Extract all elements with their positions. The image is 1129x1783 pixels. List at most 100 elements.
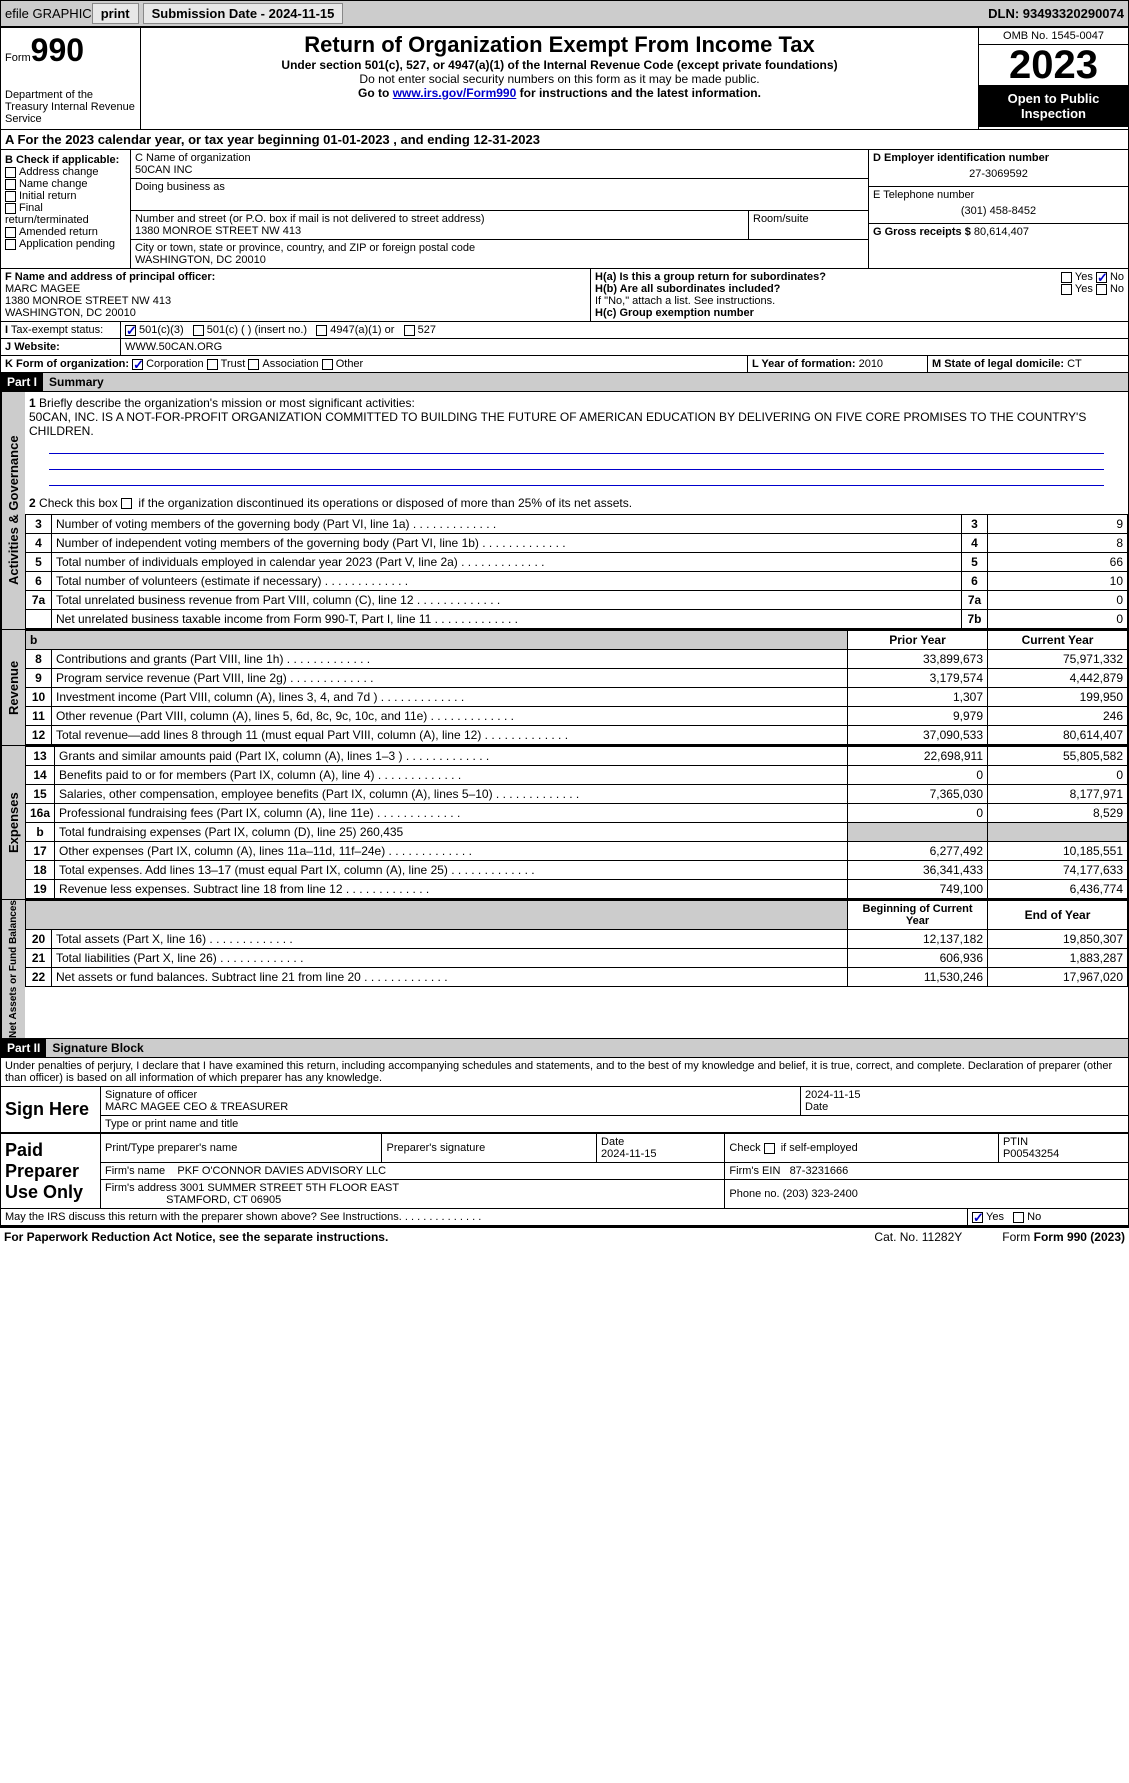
- preparer-name-label: Print/Type preparer's name: [101, 1134, 382, 1163]
- phone-label: E Telephone number: [873, 189, 1124, 201]
- other-checkbox[interactable]: [322, 359, 333, 370]
- form-footer: Form Form 990 (2023): [1002, 1230, 1125, 1244]
- line2-text: Check this box if the organization disco…: [39, 496, 632, 510]
- org-name-label: C Name of organization: [135, 152, 864, 164]
- hb-note: If "No," attach a list. See instructions…: [595, 295, 1124, 307]
- col-b: B Check if applicable: Address change Na…: [1, 150, 131, 268]
- preparer-sig-label: Preparer's signature: [382, 1134, 597, 1163]
- dln-label: DLN: 93493320290074: [988, 6, 1124, 21]
- officer-label: F Name and address of principal officer:: [5, 271, 586, 283]
- form-990-box: Form990 Department of the Treasury Inter…: [1, 28, 141, 129]
- part-i-title: Summary: [43, 373, 1128, 391]
- ha-yes-checkbox[interactable]: [1061, 272, 1072, 283]
- efile-label: efile GRAPHIC: [5, 6, 92, 21]
- hc-label: H(c) Group exemption number: [595, 307, 1124, 319]
- row-fh: F Name and address of principal officer:…: [0, 269, 1129, 322]
- form-header: Form990 Department of the Treasury Inter…: [0, 27, 1129, 130]
- goto-post: for instructions and the latest informat…: [516, 86, 761, 100]
- netassets-table: Beginning of Current YearEnd of Year20To…: [25, 900, 1128, 987]
- signature-table: Sign Here Signature of officer MARC MAGE…: [0, 1086, 1129, 1133]
- top-bar: efile GRAPHIC print Submission Date - 20…: [0, 0, 1129, 27]
- ein-label: D Employer identification number: [873, 152, 1124, 164]
- phone-value: (301) 458-8452: [873, 201, 1124, 221]
- irs-link[interactable]: www.irs.gov/Form990: [393, 86, 517, 100]
- open-inspection: Open to Public Inspection: [979, 85, 1128, 127]
- form-title: Return of Organization Exempt From Incom…: [149, 32, 970, 58]
- 501c-checkbox[interactable]: [193, 325, 204, 336]
- addr-label: Number and street (or P.O. box if mail i…: [135, 213, 744, 225]
- discuss-yes-checkbox[interactable]: [972, 1212, 983, 1223]
- part-ii-label: Part II: [1, 1039, 46, 1057]
- app-pending-checkbox[interactable]: [5, 239, 16, 250]
- footer: For Paperwork Reduction Act Notice, see …: [0, 1226, 1129, 1246]
- hb-yes-checkbox[interactable]: [1061, 284, 1072, 295]
- gov-table: 3Number of voting members of the governi…: [25, 514, 1128, 629]
- city-label: City or town, state or province, country…: [135, 242, 864, 254]
- sig-officer-label: Signature of officer: [105, 1089, 796, 1101]
- col-c: C Name of organization 50CAN INC Doing b…: [131, 150, 868, 268]
- perjury-text: Under penalties of perjury, I declare th…: [0, 1058, 1129, 1086]
- goto-pre: Go to: [358, 86, 393, 100]
- section-bcd: B Check if applicable: Address change Na…: [0, 150, 1129, 269]
- ha-no-checkbox[interactable]: [1096, 272, 1107, 283]
- officer-name: MARC MAGEE: [5, 283, 586, 295]
- sign-here-label: Sign Here: [1, 1087, 101, 1133]
- hb-no-checkbox[interactable]: [1096, 284, 1107, 295]
- hb-label: H(b) Are all subordinates included?: [595, 283, 780, 295]
- gross-value: 80,614,407: [974, 226, 1029, 238]
- name-change-checkbox[interactable]: [5, 179, 16, 190]
- org-name: 50CAN INC: [135, 164, 864, 176]
- addr-change-checkbox[interactable]: [5, 167, 16, 178]
- subtitle-1: Under section 501(c), 527, or 4947(a)(1)…: [149, 58, 970, 72]
- sig-date-label: Date: [805, 1101, 1124, 1113]
- subtitle-2: Do not enter social security numbers on …: [149, 72, 970, 86]
- mission-q: Briefly describe the organization's miss…: [39, 396, 415, 410]
- part-i-label: Part I: [1, 373, 43, 391]
- expenses-section: Expenses 13Grants and similar amounts pa…: [0, 746, 1129, 900]
- line-a: A For the 2023 calendar year, or tax yea…: [0, 130, 1129, 150]
- trust-checkbox[interactable]: [207, 359, 218, 370]
- pra-notice: For Paperwork Reduction Act Notice, see …: [4, 1230, 388, 1244]
- part-ii-title: Signature Block: [46, 1039, 1128, 1057]
- gross-label: G Gross receipts $: [873, 226, 971, 238]
- dept-label: Department of the Treasury Internal Reve…: [5, 89, 136, 125]
- 527-checkbox[interactable]: [404, 325, 415, 336]
- year-box: OMB No. 1545-0047 2023 Open to Public In…: [978, 28, 1128, 129]
- website-value: WWW.50CAN.ORG: [121, 339, 1128, 355]
- 501c3-checkbox[interactable]: [125, 325, 136, 336]
- form-number: 990: [31, 32, 84, 68]
- sig-officer-name: MARC MAGEE CEO & TREASURER: [105, 1101, 796, 1113]
- row-ij: I Tax-exempt status: 501(c)(3) 501(c) ( …: [0, 322, 1129, 339]
- sig-type-label: Type or print name and title: [101, 1116, 1129, 1133]
- row-j: J Website: WWW.50CAN.ORG: [0, 339, 1129, 356]
- revenue-table: bPrior YearCurrent Year8Contributions an…: [25, 630, 1128, 745]
- officer-addr2: WASHINGTON, DC 20010: [5, 307, 586, 319]
- room-label: Room/suite: [748, 211, 868, 240]
- mission-text: 50CAN, INC. IS A NOT-FOR-PROFIT ORGANIZA…: [29, 410, 1086, 438]
- revenue-section: Revenue bPrior YearCurrent Year8Contribu…: [0, 630, 1129, 746]
- gov-side-label: Activities & Governance: [1, 392, 25, 629]
- officer-addr1: 1380 MONROE STREET NW 413: [5, 295, 586, 307]
- street-address: 1380 MONROE STREET NW 413: [135, 225, 744, 237]
- part-ii-bar: Part II Signature Block: [0, 1039, 1129, 1058]
- corp-checkbox[interactable]: [132, 359, 143, 370]
- self-employed-checkbox[interactable]: [764, 1143, 775, 1154]
- paid-preparer-label: Paid Preparer Use Only: [1, 1134, 101, 1209]
- col-d: D Employer identification number 27-3069…: [868, 150, 1128, 268]
- cat-no: Cat. No. 11282Y: [874, 1230, 962, 1244]
- assoc-checkbox[interactable]: [248, 359, 259, 370]
- preparer-table: Paid Preparer Use Only Print/Type prepar…: [0, 1133, 1129, 1209]
- discuss-row: May the IRS discuss this return with the…: [0, 1209, 1129, 1226]
- discontinued-checkbox[interactable]: [121, 498, 132, 509]
- sig-date-value: 2024-11-15: [805, 1089, 1124, 1101]
- 4947-checkbox[interactable]: [316, 325, 327, 336]
- box-b-label: B Check if applicable:: [5, 154, 126, 166]
- discuss-no-checkbox[interactable]: [1013, 1212, 1024, 1223]
- rev-side-label: Revenue: [1, 630, 25, 745]
- amended-return-checkbox[interactable]: [5, 227, 16, 238]
- print-button[interactable]: print: [92, 3, 139, 24]
- city-state-zip: WASHINGTON, DC 20010: [135, 254, 864, 266]
- final-return-checkbox[interactable]: [5, 203, 16, 214]
- dba-label: Doing business as: [131, 179, 868, 211]
- initial-return-checkbox[interactable]: [5, 191, 16, 202]
